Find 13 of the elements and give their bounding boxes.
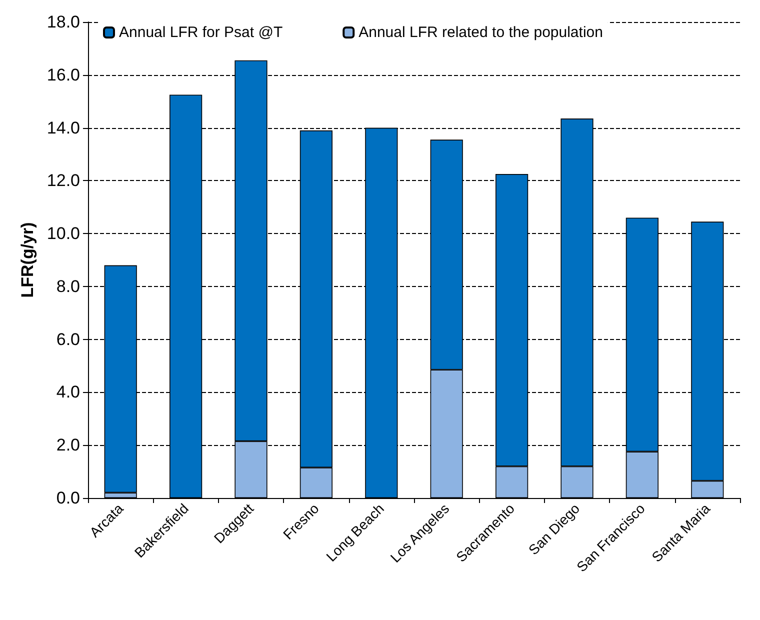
- y-tick-label: 8.0: [56, 276, 80, 296]
- y-tick-label: 4.0: [56, 382, 80, 402]
- legend-label: Annual LFR related to the population: [358, 24, 603, 41]
- legend-label: Annual LFR for Psat @T: [119, 24, 283, 41]
- y-tick-label: 16.0: [46, 65, 80, 84]
- y-tick-label: 0.0: [56, 488, 80, 508]
- y-tick-label: 10.0: [46, 224, 80, 244]
- y-axis-title: LFR(g/yr): [18, 222, 37, 298]
- y-tick-label: 6.0: [56, 330, 80, 349]
- y-tick-label: 18.0: [46, 12, 80, 32]
- y-tick-label: 2.0: [56, 436, 80, 455]
- y-tick-label: 12.0: [46, 171, 80, 190]
- y-tick-label: 14.0: [46, 118, 80, 138]
